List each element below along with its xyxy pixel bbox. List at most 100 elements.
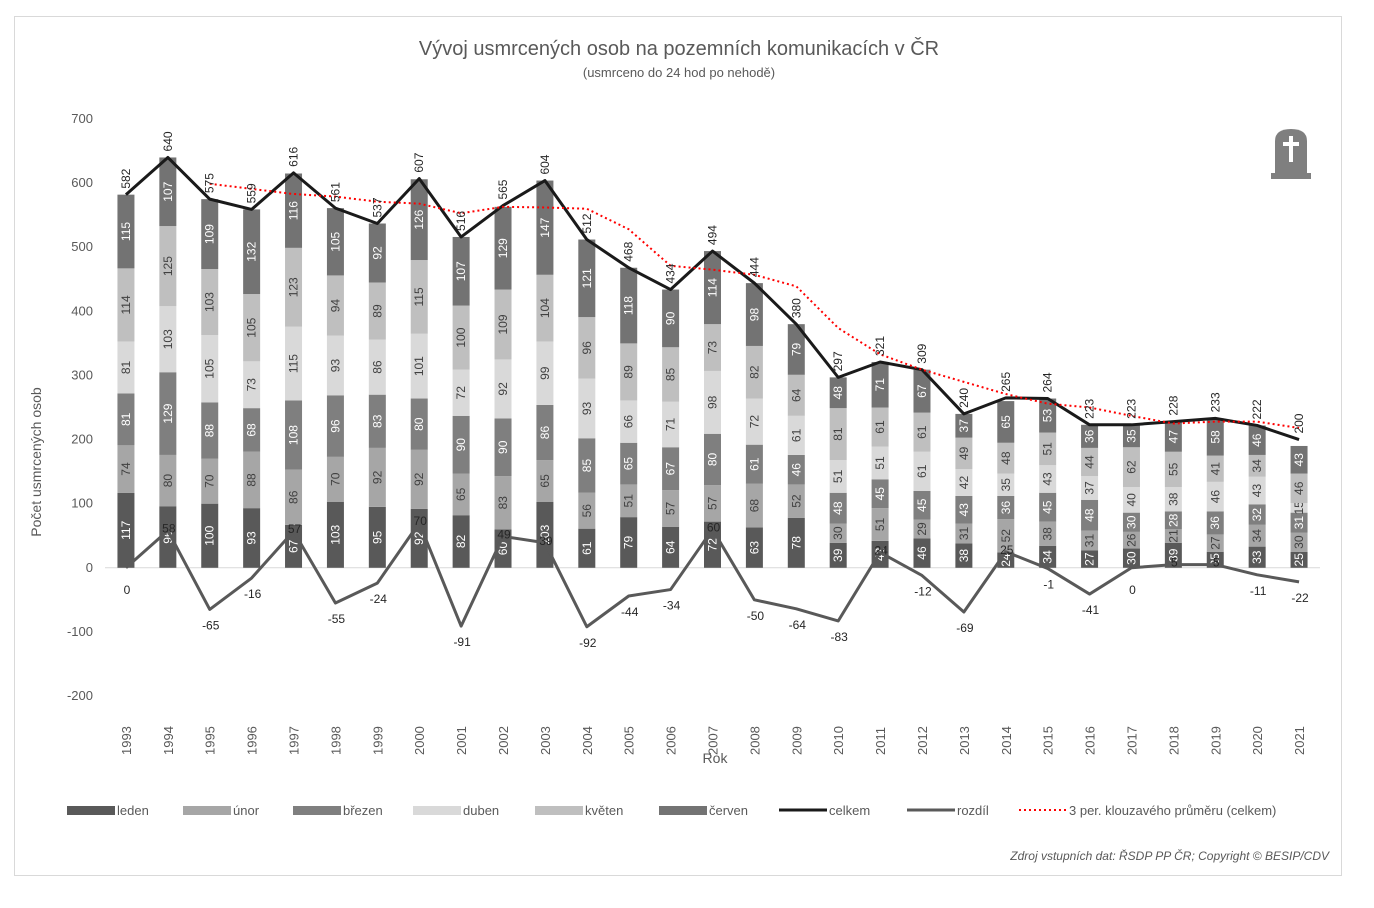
bar-data-label: 129	[161, 403, 175, 423]
bar-data-label: 64	[664, 540, 678, 554]
legend-label: celkem	[829, 803, 870, 818]
total-data-label: 607	[412, 152, 426, 172]
bar-segment	[117, 341, 135, 394]
bar-data-label: 53	[1041, 409, 1055, 423]
bar-segment	[578, 492, 596, 529]
x-tick-label: 1993	[119, 726, 134, 755]
bar-segment	[285, 326, 303, 401]
total-data-label: 582	[119, 168, 133, 188]
bar-segment	[662, 401, 680, 448]
bar-segment	[1164, 542, 1182, 568]
bar-segment	[243, 508, 261, 568]
legend-swatch	[535, 806, 583, 815]
bar-segment	[536, 274, 554, 342]
bar-data-label: 37	[957, 419, 971, 433]
bar-segment	[452, 473, 470, 516]
bar-data-label: 61	[915, 464, 929, 478]
bar-segment	[494, 418, 512, 477]
legend: leden únor březen duben květen červen celkem ro…	[67, 803, 1276, 818]
bar-data-label: 132	[245, 241, 259, 261]
bar-data-label: 86	[538, 426, 552, 440]
bar-data-label: 103	[328, 524, 342, 544]
bar-data-label: 88	[203, 424, 217, 438]
total-data-label: 512	[580, 213, 594, 233]
bar-segment	[1248, 524, 1266, 547]
bar-segment	[997, 442, 1015, 474]
bar-data-label: 85	[580, 459, 594, 473]
difference-data-label: -92	[579, 636, 597, 650]
bar-data-label: 90	[496, 440, 510, 454]
legend-label: květen	[585, 803, 623, 818]
bar-data-label: 38	[1166, 492, 1180, 506]
bar-data-label: 28	[1166, 513, 1180, 527]
legend-swatch	[67, 806, 115, 815]
legend-label: rozdíl	[957, 803, 989, 818]
bar-data-label: 103	[203, 292, 217, 312]
bar-segment	[620, 400, 638, 443]
bar-segment	[1164, 451, 1182, 487]
bar-data-label: 25	[1292, 553, 1306, 567]
bar-segment	[913, 490, 931, 520]
bar-data-label: 48	[831, 501, 845, 515]
x-tick-label: 2002	[496, 726, 511, 755]
difference-data-label: -22	[1291, 591, 1309, 605]
bar-data-label: 70	[203, 474, 217, 488]
bar-data-label: 72	[454, 386, 468, 400]
bar-data-label: 88	[245, 473, 259, 487]
bar-data-label: 47	[1166, 430, 1180, 444]
chart-frame: Vývoj usmrcených osob na pozemních komun…	[14, 16, 1342, 876]
bar-data-label: 70	[328, 472, 342, 486]
bar-data-label: 92	[370, 246, 384, 260]
bar-segment	[368, 447, 386, 507]
bar-data-label: 43	[1250, 484, 1264, 498]
bar-segment	[1206, 511, 1224, 535]
bar-data-label: 45	[873, 487, 887, 501]
bar-data-label: 121	[580, 268, 594, 288]
bar-data-label: 36	[1208, 516, 1222, 530]
bar-segment	[871, 361, 889, 408]
bar-segment	[578, 317, 596, 379]
bar-segment	[1122, 447, 1140, 487]
x-tick-label: 2009	[789, 726, 804, 755]
difference-data-label: -1	[1043, 577, 1054, 591]
bar-segment	[871, 446, 889, 480]
bar-segment	[117, 194, 135, 269]
bar-segment	[452, 415, 470, 474]
difference-data-label: -55	[328, 612, 346, 626]
bar-segment	[494, 289, 512, 360]
bar-segment	[243, 408, 261, 452]
bar-segment	[745, 527, 763, 568]
total-data-label: 559	[245, 183, 259, 203]
difference-data-label: 5	[1171, 556, 1178, 570]
bar-data-label: 103	[538, 524, 552, 544]
bar-segment	[159, 306, 177, 373]
x-tick-label: 2006	[664, 726, 679, 755]
bar-data-label: 109	[496, 314, 510, 334]
bar-data-label: 101	[412, 356, 426, 376]
bar-data-label: 31	[957, 526, 971, 540]
bar-data-label: 100	[203, 525, 217, 545]
bar-data-label: 104	[538, 298, 552, 318]
y-tick-label: 400	[71, 303, 93, 318]
bar-data-label: 46	[1292, 481, 1306, 495]
bar-segment	[201, 199, 219, 270]
bar-data-label: 30	[1124, 515, 1138, 529]
bar-segment	[955, 543, 973, 568]
bar-segment	[745, 444, 763, 484]
series-line-rozdil	[124, 521, 1300, 629]
difference-data-label: 60	[707, 520, 721, 534]
difference-data-label: -11	[1250, 584, 1267, 598]
bar-segment	[578, 378, 596, 439]
bar-segment	[1039, 432, 1057, 466]
bar-segment	[159, 226, 177, 307]
bar-data-label: 117	[119, 520, 133, 539]
bar-data-label: 61	[580, 541, 594, 555]
y-tick-label: 600	[71, 175, 93, 190]
bar-segment	[1081, 476, 1099, 500]
bar-data-label: 93	[580, 401, 594, 415]
bar-segment	[410, 179, 428, 261]
bar-segment	[201, 335, 219, 403]
bar-data-label: 34	[1041, 550, 1055, 564]
bar-data-label: 35	[999, 478, 1013, 492]
bar-segment	[913, 519, 931, 539]
